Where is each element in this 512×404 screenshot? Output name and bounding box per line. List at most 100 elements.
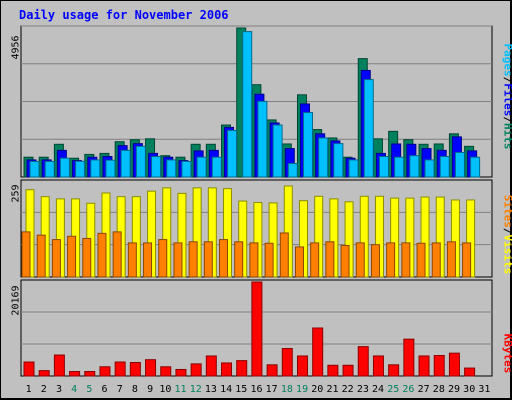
legend-sep-1: / [502,77,512,84]
bar-pages-day-10 [167,160,176,177]
bar-sites-day-3 [52,240,60,277]
x-tick-label-1: 1 [26,384,32,395]
x-tick-label-22: 22 [342,384,354,395]
x-tick-label-7: 7 [117,384,123,395]
x-tick-label-13: 13 [205,384,217,395]
bar-sites-day-14 [220,240,228,277]
x-tick-label-12: 12 [190,384,202,395]
bar-pages-day-9 [152,157,161,177]
bar-sites-day-15 [235,242,243,277]
bar-sites-day-12 [189,242,197,277]
legend-files: Files [502,83,512,116]
y-max-label-kbytes: 20169 [11,281,22,321]
x-tick-label-15: 15 [235,384,247,395]
bar-sites-day-22 [341,245,349,277]
bar-pages-day-28 [440,157,449,177]
bar-kbytes-day-6 [100,367,110,376]
bar-kbytes-day-9 [146,360,156,376]
bar-kbytes-day-19 [297,356,307,376]
x-tick-label-17: 17 [266,384,278,395]
bar-pages-day-2 [45,161,54,177]
bar-pages-day-25 [395,157,404,177]
bar-sites-day-4 [68,236,76,277]
bar-pages-day-26 [410,156,419,177]
bar-pages-day-21 [334,144,343,177]
bar-kbytes-day-22 [343,365,353,376]
x-tick-label-23: 23 [357,384,369,395]
bar-pages-day-17 [273,125,282,177]
legend-sites-visits: Sites/Visits [502,185,512,285]
bar-pages-day-3 [60,158,69,177]
x-tick-label-21: 21 [326,384,338,395]
bar-kbytes-day-15 [237,361,247,376]
x-tick-label-24: 24 [372,384,384,395]
bar-kbytes-day-13 [206,356,216,376]
x-tick-label-31: 31 [478,384,490,395]
x-tick-label-18: 18 [281,384,293,395]
bar-sites-day-7 [113,232,121,277]
bar-sites-day-27 [417,243,425,277]
bar-kbytes-day-30 [465,368,475,376]
bar-kbytes-day-18 [282,349,292,376]
bar-sites-day-1 [22,232,30,277]
x-tick-label-2: 2 [41,384,47,395]
x-tick-label-30: 30 [463,384,475,395]
bar-kbytes-day-12 [191,364,201,376]
bar-sites-day-24 [371,245,379,277]
bar-pages-day-20 [319,138,328,177]
bar-sites-day-6 [98,233,106,277]
bar-kbytes-day-24 [373,356,383,376]
x-tick-label-19: 19 [296,384,308,395]
bar-pages-day-14 [228,130,237,177]
bar-kbytes-day-1 [24,362,34,376]
bar-sites-day-26 [402,243,410,277]
bar-sites-day-9 [144,243,152,277]
bar-kbytes-day-21 [328,365,338,376]
bar-kbytes-day-27 [419,356,429,376]
x-tick-label-6: 6 [102,384,108,395]
bar-sites-day-11 [174,243,182,277]
bar-pages-day-4 [76,161,85,177]
bar-pages-day-11 [182,161,191,177]
x-tick-label-14: 14 [220,384,232,395]
legend-pages: Pages [502,44,512,77]
y-max-label-visits: 259 [11,174,22,214]
bar-sites-day-13 [204,242,212,277]
x-tick-label-28: 28 [433,384,445,395]
bar-kbytes-day-8 [130,362,140,376]
bar-sites-day-5 [83,238,91,277]
bar-pages-day-27 [425,160,434,177]
legend-sep-3: / [502,228,512,235]
x-tick-label-26: 26 [402,384,414,395]
x-tick-label-20: 20 [311,384,323,395]
bar-pages-day-5 [91,160,100,177]
bar-kbytes-day-11 [176,369,186,376]
bar-kbytes-day-26 [404,339,414,376]
bar-kbytes-day-7 [115,362,125,376]
x-tick-label-16: 16 [250,384,262,395]
bar-sites-day-28 [432,243,440,277]
legend-hits: Hits [502,123,512,150]
bar-kbytes-day-2 [39,371,49,376]
bar-pages-day-1 [30,161,39,177]
bar-pages-day-15 [243,32,252,177]
bar-kbytes-day-4 [70,372,80,376]
bar-kbytes-day-14 [222,363,232,376]
bar-pages-day-12 [197,157,206,177]
y-max-label-hits: 4956 [11,28,22,68]
bar-pages-day-24 [379,157,388,177]
x-tick-label-9: 9 [147,384,153,395]
legend-kbytes: KBytes [502,324,512,384]
bar-pages-day-19 [303,113,312,177]
x-tick-label-11: 11 [175,384,187,395]
x-tick-label-25: 25 [387,384,399,395]
bar-sites-day-2 [37,235,45,277]
bar-kbytes-day-3 [54,355,64,376]
chart-title: Daily usage for November 2006 [19,8,229,22]
x-tick-label-5: 5 [86,384,92,395]
bar-sites-day-10 [159,240,167,277]
bar-pages-day-29 [455,152,464,177]
bar-pages-day-8 [136,146,145,177]
bar-pages-day-13 [212,157,221,177]
